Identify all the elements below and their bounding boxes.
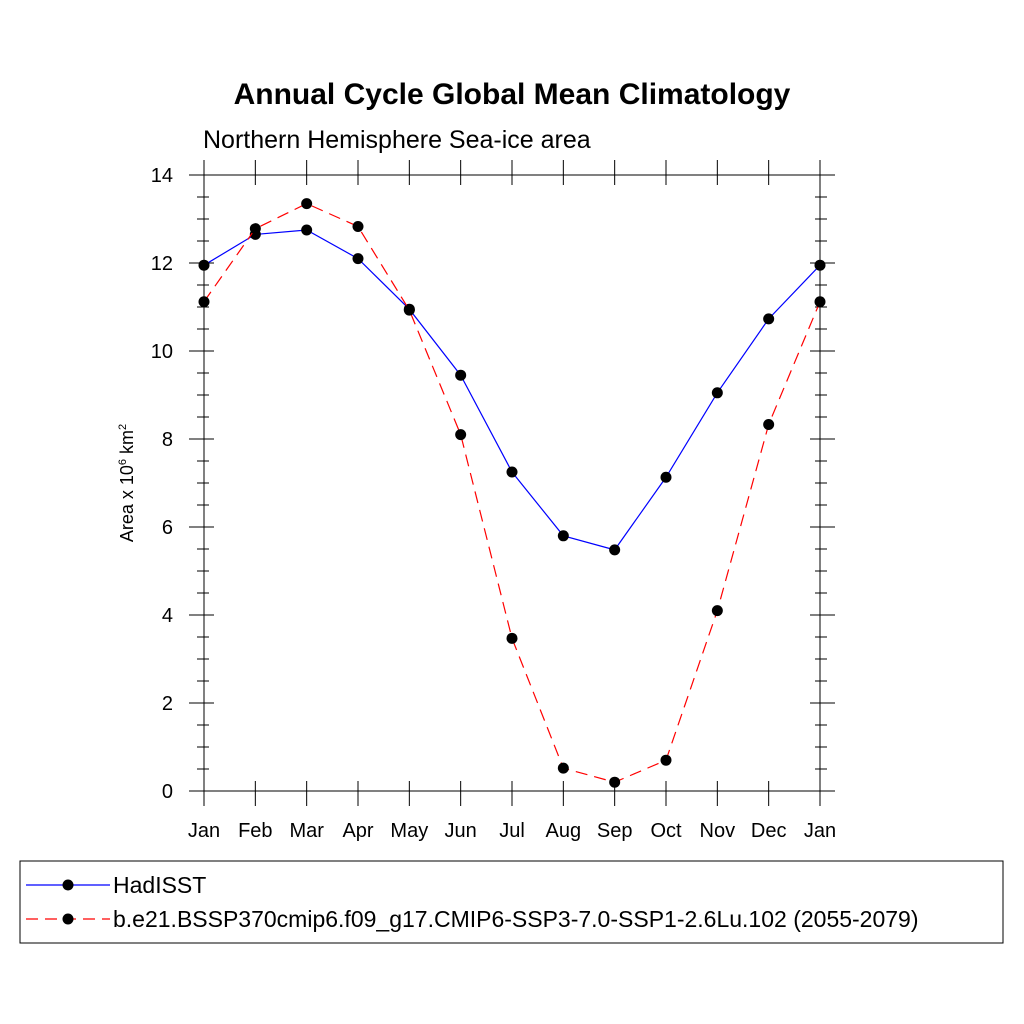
data-point <box>403 304 415 316</box>
legend-marker <box>62 879 74 891</box>
data-point <box>455 429 467 441</box>
data-point <box>660 471 672 483</box>
chart-title: Annual Cycle Global Mean Climatology <box>234 78 791 111</box>
x-tick-label: Jan <box>188 820 220 842</box>
data-point <box>249 223 261 235</box>
x-tick-label: Nov <box>700 820 736 842</box>
legend-label: b.e21.BSSP370cmip6.f09_g17.CMIP6-SSP3-7.… <box>113 906 919 932</box>
series-line <box>203 202 821 783</box>
series-layer <box>198 198 826 788</box>
data-point <box>711 605 723 617</box>
y-tick-label: 12 <box>151 253 173 275</box>
data-point <box>763 418 775 430</box>
series-1 <box>198 224 826 556</box>
legend-label: HadISST <box>113 872 206 898</box>
y-tick-label: 2 <box>162 693 173 715</box>
x-tick-label: Feb <box>238 820 272 842</box>
x-tick-label: Jul <box>499 820 525 842</box>
data-point <box>198 259 210 271</box>
data-point <box>455 369 467 381</box>
y-tick-label: 10 <box>151 341 173 363</box>
data-point <box>506 466 518 478</box>
data-point <box>557 530 569 542</box>
axes: 0 2 4 6 8 10 12 14 Jan Feb Mar Apr May Jun Jul Aug Sep Oc… <box>151 160 836 842</box>
x-tick-label: Sep <box>597 820 633 842</box>
data-point <box>506 632 518 644</box>
y-tick-label: 14 <box>151 165 173 187</box>
series-2 <box>198 198 826 788</box>
y-axis-label-exp2: 2 <box>117 424 129 430</box>
data-point <box>557 762 569 774</box>
x-tick-label: May <box>390 820 428 842</box>
x-tick-label: Apr <box>342 820 373 842</box>
data-point <box>609 544 621 556</box>
x-tick-label: Oct <box>650 820 682 842</box>
data-point <box>763 313 775 325</box>
x-tick-label: Jan <box>804 820 836 842</box>
y-tick-label: 6 <box>162 517 173 539</box>
chart-subtitle: Northern Hemisphere Sea-ice area <box>203 126 591 154</box>
x-tick-label: Jun <box>445 820 477 842</box>
data-point <box>352 220 364 232</box>
x-tick-label: Mar <box>289 820 324 842</box>
data-point <box>301 224 313 236</box>
legend-box <box>19 860 1004 944</box>
x-tick-label: Aug <box>546 820 582 842</box>
data-point <box>814 296 826 308</box>
y-tick-label: 0 <box>162 781 173 803</box>
data-point <box>352 253 364 265</box>
y-axis-label: Area x 106 km2 <box>117 424 137 542</box>
plot-frame <box>203 174 821 792</box>
x-tick-label: Dec <box>751 820 787 842</box>
data-point <box>301 198 313 210</box>
legend-marker <box>62 913 74 925</box>
data-point <box>198 296 210 308</box>
data-point <box>814 259 826 271</box>
y-tick-label: 4 <box>162 605 173 627</box>
y-axis-label-mid: km <box>117 430 137 459</box>
data-point <box>609 776 621 788</box>
series-line <box>203 229 821 551</box>
data-point <box>711 387 723 399</box>
y-axis-label-exp1: 6 <box>117 459 129 465</box>
y-axis-label-base: Area x 10 <box>117 465 137 542</box>
data-point <box>660 754 672 766</box>
y-tick-label: 8 <box>162 429 173 451</box>
legend: HadISST b.e21.BSSP370cmip6.f09_g17.CMIP6-… <box>19 860 1004 944</box>
